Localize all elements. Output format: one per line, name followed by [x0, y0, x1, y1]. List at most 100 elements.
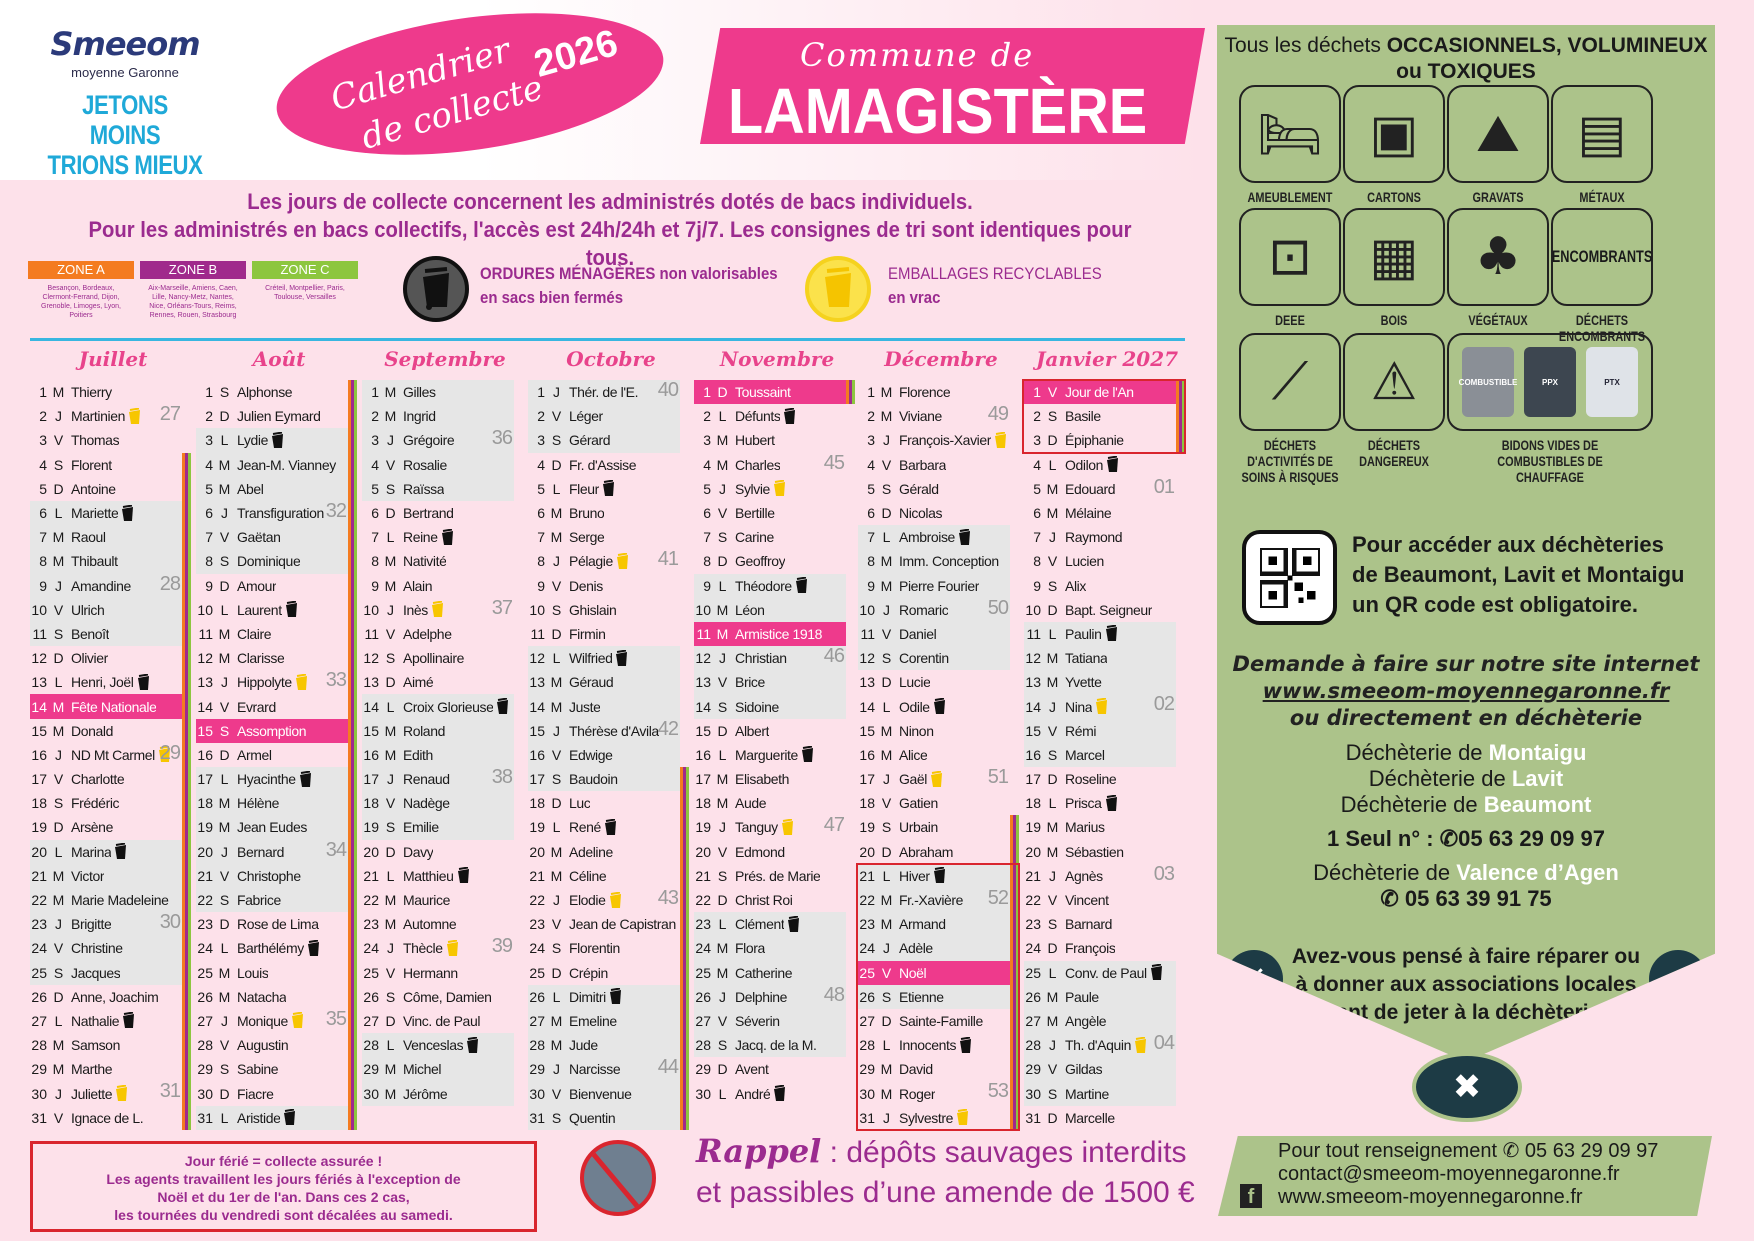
- school-holiday-bar: [182, 646, 192, 671]
- commune-banner: Commune de LAMAGISTÈRE: [700, 28, 1205, 144]
- day-number: 16: [197, 746, 213, 763]
- weekday-letter: M: [52, 1061, 65, 1078]
- day-row: 25 L Conv. de Paul: [1024, 960, 1176, 985]
- icon-label: BIDONS VIDES DE COMBUSTIBLES DE CHAUFFAG…: [1497, 437, 1603, 485]
- recyclable-bin-icon: [158, 746, 171, 763]
- weekday-letter: M: [716, 795, 729, 812]
- weekday-letter: L: [1048, 795, 1057, 812]
- day-number: 13: [1025, 674, 1041, 691]
- weekday-letter: V: [219, 867, 230, 884]
- valence-phone-number[interactable]: 05 63 39 91 75: [1404, 886, 1552, 911]
- week-number: 46: [823, 645, 845, 668]
- zone-b-cities: Aix-Marseille, Amiens, Caen, Lille, Nanc…: [148, 285, 238, 319]
- day-row: 26 S Côme, Damien: [362, 985, 514, 1009]
- saint-name: Lucien: [1065, 553, 1104, 570]
- day-number: 2: [703, 408, 711, 425]
- day-number: 14: [859, 698, 875, 715]
- weekday-letter: M: [218, 988, 231, 1005]
- weekday-letter: M: [384, 408, 397, 425]
- day-row: 15 D Albert: [694, 718, 846, 743]
- day-row: 27 D Sainte-Famille: [858, 1008, 1020, 1034]
- saint-name: Barthélémy: [237, 940, 304, 957]
- weekday-letter: M: [384, 722, 397, 739]
- day-number: 1: [371, 384, 379, 401]
- day-row: 3 J Grégoire 36: [362, 427, 514, 453]
- contact-website[interactable]: www.smeeom-moyennegaronne.fr: [1278, 1186, 1583, 1208]
- day-number: 5: [39, 480, 47, 497]
- day-row: 26 M Natacha: [196, 984, 358, 1009]
- weekday-letter: J: [553, 553, 560, 570]
- day-number: 8: [1033, 553, 1041, 570]
- day-number: 20: [529, 843, 545, 860]
- holiday-notice-line3: Noël et du 1er de l'an. Dans ces 2 cas,: [157, 1189, 410, 1205]
- saint-name: Sylvie: [735, 480, 770, 497]
- day-row: 26 J Delphine 48: [694, 984, 846, 1009]
- day-number: 21: [31, 867, 47, 884]
- day-number: 4: [39, 456, 47, 473]
- contact-email[interactable]: contact@smeeom-moyennegaronne.fr: [1278, 1163, 1620, 1185]
- week-number: 47: [823, 814, 845, 837]
- weekday-letter: S: [551, 940, 562, 957]
- saint-name: Martinien: [71, 408, 125, 425]
- day-number: 27: [31, 1012, 47, 1029]
- day-number: 17: [31, 771, 47, 788]
- weekday-letter: L: [882, 1037, 891, 1054]
- day-row: 11 L Paulin: [1024, 621, 1176, 647]
- day-number: 12: [859, 650, 875, 667]
- logo-subtitle: moyenne Garonne: [71, 65, 179, 80]
- day-row: 30 J Juliette 31: [30, 1080, 192, 1106]
- weekday-letter: D: [717, 384, 728, 401]
- day-row: 12 S Apollinaire: [362, 646, 514, 670]
- weekday-letter: V: [385, 625, 396, 642]
- saint-name: André: [735, 1085, 771, 1102]
- holiday-notice-line1: Jour férié = collecte assurée !: [184, 1153, 383, 1169]
- day-row: 11 S Benoît: [30, 621, 192, 647]
- weekday-letter: M: [52, 1037, 65, 1054]
- day-row: 16 J ND Mt Carmel 29: [30, 742, 192, 767]
- weekday-letter: M: [384, 1061, 397, 1078]
- weekday-letter: S: [53, 964, 64, 981]
- day-row: 8 V Lucien: [1024, 549, 1176, 573]
- week-number: 49: [987, 403, 1009, 426]
- valence-phone: ✆ 05 63 39 91 75: [1217, 886, 1715, 912]
- day-row: 4 M Jean-M. Vianney: [196, 452, 358, 477]
- weekday-letter: S: [551, 601, 562, 618]
- day-number: 28: [197, 1037, 213, 1054]
- weekday-letter: D: [551, 625, 562, 642]
- day-row: 25 V Hermann: [362, 961, 514, 985]
- day-row: 21 L Hiver: [858, 863, 1020, 888]
- weekday-letter: J: [719, 819, 726, 836]
- saint-name: Arsène: [71, 819, 113, 836]
- day-number: 11: [32, 625, 47, 642]
- single-phone-number[interactable]: 05 63 29 09 97: [1458, 826, 1605, 851]
- school-holiday-bar: [348, 573, 358, 598]
- icon-glyph: ▤: [1577, 104, 1627, 164]
- qr-text-2: de Beaumont, Lavit et Montaigu: [1352, 562, 1685, 587]
- day-row: 4 D Fr. d'Assise: [528, 452, 680, 477]
- appliances-icon: ⊡: [1239, 208, 1341, 306]
- contact-phone[interactable]: 05 63 29 09 97: [1524, 1140, 1659, 1162]
- icon-label: DEEE: [1275, 312, 1305, 328]
- ordures-bag-icon: [114, 843, 127, 860]
- day-row: 29 S Sabine: [196, 1057, 358, 1082]
- saint-name: René: [569, 819, 601, 836]
- day-row: 2 J Martinien 27: [30, 403, 182, 428]
- day-number: 14: [363, 698, 379, 715]
- weekday-letter: V: [53, 432, 64, 449]
- ordures-bag-icon: [283, 1109, 296, 1126]
- saint-name: Edmond: [735, 843, 785, 860]
- weekday-letter: J: [387, 771, 394, 788]
- day-number: 20: [31, 843, 47, 860]
- saint-name: Hippolyte: [237, 674, 292, 691]
- metal-icon: ▤: [1551, 85, 1653, 183]
- day-row: 28 M Jude: [528, 1033, 690, 1058]
- saint-name: Elisabeth: [735, 771, 789, 788]
- day-number: 23: [529, 916, 545, 933]
- intro-line1: Les jours de collecte concernent les adm…: [247, 189, 973, 214]
- website-link[interactable]: www.smeeom-moyennegaronne.fr: [1262, 679, 1670, 703]
- day-row: 28 V Augustin: [196, 1033, 358, 1058]
- school-holiday-bar: [182, 984, 192, 1009]
- school-holiday-bar: [182, 1008, 192, 1034]
- facebook-icon[interactable]: f: [1240, 1184, 1262, 1208]
- day-row: 11 M Claire: [196, 621, 358, 647]
